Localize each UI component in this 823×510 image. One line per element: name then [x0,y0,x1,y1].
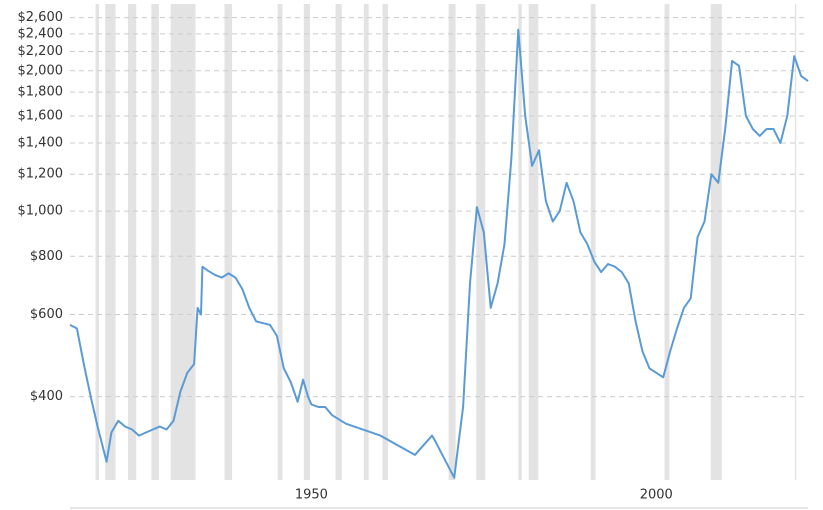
price-line [69,28,809,479]
recession-band [382,4,388,480]
y-tick-label: $1,400 [18,135,64,150]
recession-band [170,4,196,480]
recession-band [335,4,342,480]
y-tick-label: $2,600 [18,10,64,25]
recession-band [127,4,137,480]
recession-band [590,4,596,480]
recession-band [224,4,233,480]
x-tick-label: 2000 [640,488,673,503]
y-tick-label: $600 [30,307,63,322]
recession-band [664,4,670,480]
y-tick-label: $1,200 [18,167,64,182]
recession-band [476,4,486,480]
x-tick-label: 1950 [295,488,328,503]
y-tick-label: $2,200 [18,44,64,59]
y-tick-label: $1,800 [18,85,64,100]
y-tick-label: $400 [30,389,63,404]
recession-band [518,4,522,480]
recession-band [303,4,311,480]
recession-band [794,4,797,480]
recession-band [151,4,159,480]
recession-band [95,4,99,480]
y-tick-label: $1,000 [18,204,64,219]
y-tick-label: $800 [30,249,63,264]
y-tick-label: $1,600 [18,108,64,123]
recession-band [363,4,369,480]
recession-band [528,4,539,480]
recession-band [105,4,116,480]
recession-band [277,4,283,480]
recession-band [448,4,456,480]
y-tick-label: $2,000 [18,63,64,78]
recession-band [710,4,722,480]
y-tick-label: $2,400 [18,26,64,41]
